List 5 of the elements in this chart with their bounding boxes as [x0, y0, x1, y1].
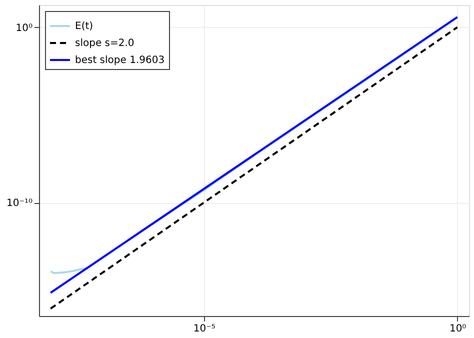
legend-label: E(t): [75, 21, 94, 32]
x-tick-label: 10⁻⁵: [193, 324, 216, 334]
legend-label: slope s=2.0: [75, 38, 134, 49]
y-tick-label: 10⁻¹⁰: [6, 198, 32, 210]
legend-label: best slope 1.9603: [75, 55, 165, 66]
